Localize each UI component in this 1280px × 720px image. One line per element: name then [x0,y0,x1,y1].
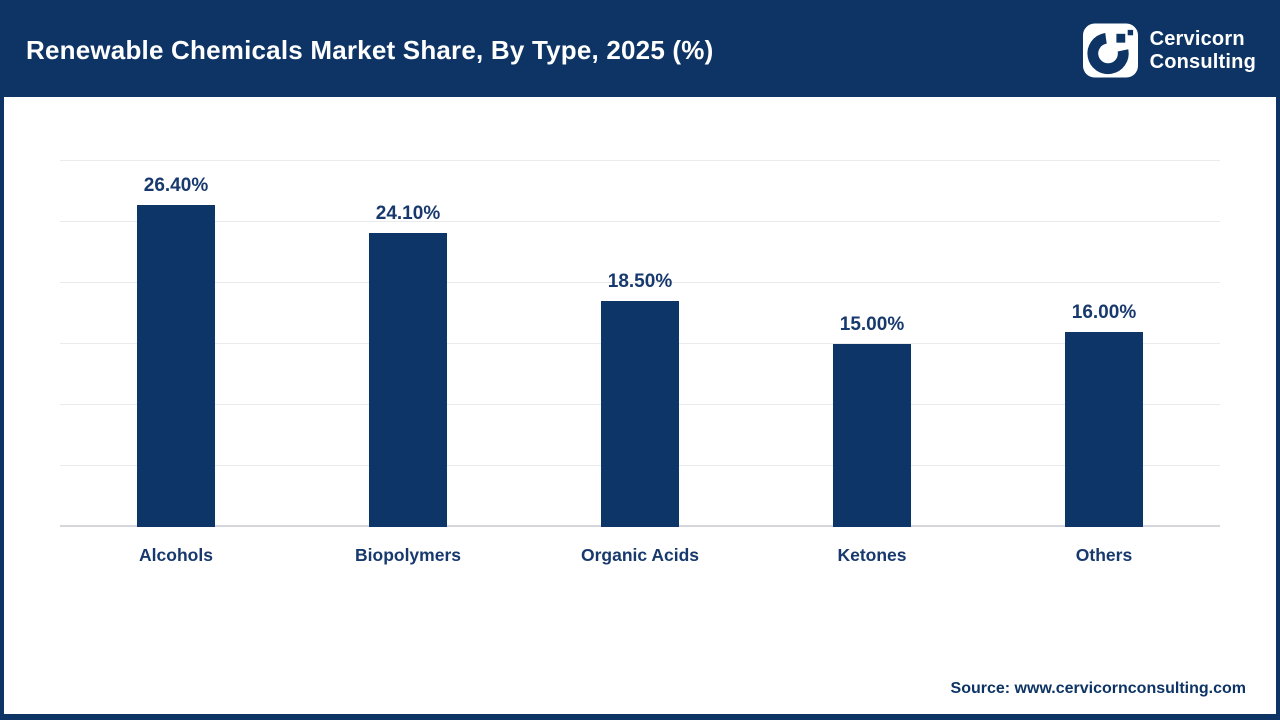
brand-name: Cervicorn Consulting [1150,28,1256,73]
bar-column: 16.00% [988,161,1220,527]
plot-area: 26.40% 24.10% 18.50% 15.00% 16.00% [60,160,1220,527]
header-bar: Renewable Chemicals Market Share, By Typ… [4,4,1276,97]
bar-alcohols [137,204,215,527]
gridline [60,160,1220,161]
bar-column: 18.50% [524,161,756,527]
brand-name-line2: Consulting [1149,50,1256,73]
bar-value-label: 24.10% [375,202,441,224]
category-label: Alcohols [139,545,213,565]
bar-value-label: 26.40% [143,174,209,196]
category-label: Others [1075,545,1133,565]
category-label: Ketones [837,545,907,565]
bar-organic-acids [601,301,679,527]
bar-column: 15.00% [756,161,988,527]
bar-value-label: 15.00% [839,314,905,335]
bar-column: 26.40% [60,161,292,527]
bar-ketones [833,344,911,527]
gridline [60,282,1220,283]
gridline [60,221,1220,222]
bar-biopolymers [369,232,447,527]
source-attribution: Source: www.cervicornconsulting.com [950,680,1246,697]
bar-value-label: 16.00% [1071,301,1137,323]
brand-name-line1: Cervicorn [1149,27,1245,50]
bar-value-label: 18.50% [607,271,673,293]
bar-others [1065,331,1143,527]
cervicorn-logo-icon [1082,22,1138,78]
brand-logo: Cervicorn Consulting [1082,22,1256,79]
category-row: Alcohols Biopolymers Organic Acids Ketones O… [60,545,1220,566]
chart-title: Renewable Chemicals Market Share, By Typ… [26,35,714,65]
bar-column: 24.10% [292,161,524,527]
category-label: Organic Acids [581,545,699,565]
category-label: Biopolymers [355,545,461,565]
